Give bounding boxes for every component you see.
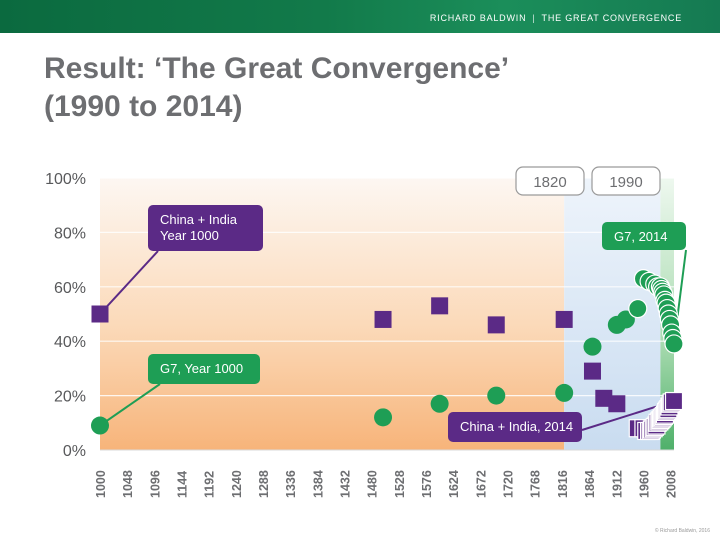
data-point-square <box>487 316 505 334</box>
data-point-square <box>595 389 613 407</box>
data-point-square <box>664 391 684 411</box>
y-tick-label: 0% <box>63 443 86 460</box>
slide-title-line-2: (1990 to 2014) <box>44 90 243 123</box>
x-tick-label: 1000 <box>94 470 108 498</box>
annotation-text: Year 1000 <box>160 228 219 243</box>
brand-subtitle: THE GREAT CONVERGENCE <box>541 13 682 23</box>
data-point-circle <box>430 394 449 413</box>
x-tick-label: 1624 <box>447 470 461 498</box>
annotation-text: China + India, 2014 <box>460 419 573 434</box>
data-point-circle <box>628 298 648 319</box>
data-point-circle <box>583 337 602 356</box>
data-point-circle <box>555 383 574 402</box>
data-point-circle <box>91 416 109 435</box>
x-tick-label: 1528 <box>393 470 407 498</box>
x-tick-label: 1720 <box>502 470 516 498</box>
period-label: 1990 <box>609 174 642 191</box>
data-point-square <box>555 310 573 328</box>
brand-name: RICHARD BALDWIN <box>429 13 527 23</box>
period-label-box <box>591 166 661 196</box>
x-tick-label: 1288 <box>257 470 271 498</box>
annotation-box <box>148 354 260 384</box>
data-point-square <box>91 305 109 323</box>
x-tick-label: 2008 <box>665 470 679 498</box>
y-tick-label: 80% <box>54 225 86 242</box>
footer-copyright: © Richard Baldwin, 2016 <box>654 528 710 534</box>
x-tick-label: 1864 <box>583 470 597 498</box>
brand-separator: | <box>532 13 536 23</box>
x-tick-label: 1576 <box>420 470 434 498</box>
x-tick-label: 1432 <box>339 470 353 498</box>
annotation-text: G7, 2014 <box>614 229 668 244</box>
data-point-circle <box>616 310 635 329</box>
x-tick-label: 1672 <box>474 470 488 498</box>
y-tick-label: 100% <box>45 171 86 188</box>
data-point-square <box>431 297 449 315</box>
data-point-square <box>374 310 392 328</box>
x-tick-label: 1096 <box>148 470 162 498</box>
annotation-box <box>148 205 263 251</box>
data-point-square <box>583 362 601 380</box>
annotation-connector <box>99 250 159 315</box>
x-tick-label: 1912 <box>610 470 624 498</box>
data-point-circle <box>664 334 684 354</box>
x-tick-label: 1816 <box>556 470 570 498</box>
y-tick-label: 20% <box>54 389 86 406</box>
brand: RICHARD BALDWIN | THE GREAT CONVERGENCE <box>430 13 682 23</box>
annotation-connector <box>99 383 161 427</box>
header-band: RICHARD BALDWIN | THE GREAT CONVERGENCE <box>0 0 720 33</box>
x-tick-label: 1336 <box>284 470 298 498</box>
annotation-text: China + India <box>160 212 238 227</box>
x-tick-label: 1480 <box>366 470 380 498</box>
data-point-circle <box>374 408 393 427</box>
x-tick-label: 1192 <box>203 471 217 498</box>
data-point-circle <box>487 386 506 405</box>
annotation-box <box>602 222 686 250</box>
slide-title: Result: ‘The Great Convergence’ (1990 to… <box>44 50 664 126</box>
x-tick-label: 1960 <box>637 470 651 498</box>
period-label: 1820 <box>533 174 566 191</box>
x-tick-label: 1048 <box>121 470 135 498</box>
slide-title-line-1: Result: ‘The Great Convergence’ <box>44 52 510 85</box>
y-tick-label: 60% <box>54 280 86 297</box>
x-tick-label: 1384 <box>311 470 325 498</box>
x-tick-label: 1768 <box>529 470 543 498</box>
x-tick-label: 1144 <box>176 471 190 498</box>
x-tick-label: 1240 <box>230 470 244 498</box>
annotation-box <box>448 412 582 442</box>
y-tick-label: 40% <box>54 334 86 351</box>
data-point-square <box>608 395 626 413</box>
annotation-text: G7, Year 1000 <box>160 361 243 376</box>
period-label-box <box>515 166 585 196</box>
